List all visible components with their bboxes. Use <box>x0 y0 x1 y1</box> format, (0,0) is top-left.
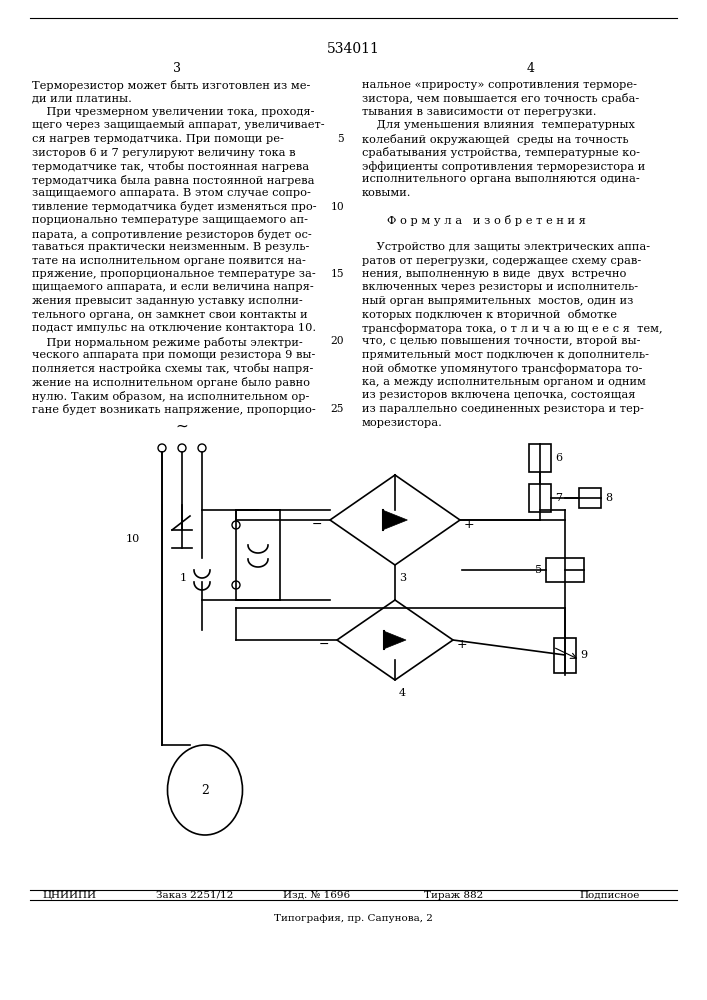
Bar <box>579 488 601 508</box>
Text: порционально температуре защищаемого ап-: порционально температуре защищаемого ап- <box>32 215 308 225</box>
Text: щищаемого аппарата, и если величина напря-: щищаемого аппарата, и если величина напр… <box>32 282 314 292</box>
Text: из резисторов включена цепочка, состоящая: из резисторов включена цепочка, состояща… <box>362 390 636 400</box>
Text: 20: 20 <box>330 336 344 347</box>
Text: ковыми.: ковыми. <box>362 188 411 198</box>
Text: парата, а сопротивление резисторов будет ос-: парата, а сопротивление резисторов будет… <box>32 229 312 239</box>
Text: нулю. Таким образом, на исполнительном ор-: нулю. Таким образом, на исполнительном о… <box>32 390 310 401</box>
Text: ка, а между исполнительным органом и одним: ка, а между исполнительным органом и одн… <box>362 377 646 387</box>
Text: нения, выполненную в виде  двух  встречно: нения, выполненную в виде двух встречно <box>362 269 626 279</box>
Text: ся нагрев термодатчика. При помощи ре-: ся нагрев термодатчика. При помощи ре- <box>32 134 284 144</box>
Text: защищаемого аппарата. В этом случае сопро-: защищаемого аппарата. В этом случае сопр… <box>32 188 311 198</box>
Text: 10: 10 <box>330 202 344 212</box>
Text: которых подключен к вторичной  обмотке: которых подключен к вторичной обмотке <box>362 310 617 320</box>
Text: морезистора.: морезистора. <box>362 418 443 428</box>
Text: 5: 5 <box>535 565 542 575</box>
Text: жение на исполнительном органе было равно: жение на исполнительном органе было равн… <box>32 377 310 388</box>
Text: ной обмотке упомянутого трансформатора то-: ной обмотке упомянутого трансформатора т… <box>362 363 643 374</box>
Text: срабатывания устройства, температурные ко-: срабатывания устройства, температурные к… <box>362 147 640 158</box>
Text: эффициенты сопротивления терморезистора и: эффициенты сопротивления терморезистора … <box>362 161 645 172</box>
Text: 6: 6 <box>555 453 562 463</box>
Text: +: + <box>457 638 467 650</box>
Text: Подписное: Подписное <box>580 890 640 900</box>
Text: Устройство для защиты электрических аппа-: Устройство для защиты электрических аппа… <box>362 242 650 252</box>
Text: термодатчике так, чтобы постоянная нагрева: термодатчике так, чтобы постоянная нагре… <box>32 161 309 172</box>
Text: ди или платины.: ди или платины. <box>32 94 132 104</box>
Text: 25: 25 <box>330 404 344 414</box>
Text: Типография, пр. Сапунова, 2: Типография, пр. Сапунова, 2 <box>274 914 433 923</box>
Bar <box>529 444 551 472</box>
Bar <box>554 638 576 672</box>
Text: тельного органа, он замкнет свои контакты и: тельного органа, он замкнет свои контакт… <box>32 310 308 320</box>
Text: 10: 10 <box>126 534 140 544</box>
Text: ~: ~ <box>175 419 188 434</box>
Text: 1: 1 <box>180 573 187 583</box>
Text: трансформатора тока, о т л и ч а ю щ е е с я  тем,: трансформатора тока, о т л и ч а ю щ е е… <box>362 323 662 334</box>
Text: колебаний окружающей  среды на точность: колебаний окружающей среды на точность <box>362 134 629 145</box>
Text: ратов от перегрузки, содержащее схему срав-: ратов от перегрузки, содержащее схему ср… <box>362 255 641 265</box>
Text: подаст импульс на отключение контактора 10.: подаст импульс на отключение контактора … <box>32 323 316 333</box>
Text: ный орган выпрямительных  мостов, один из: ный орган выпрямительных мостов, один из <box>362 296 633 306</box>
Polygon shape <box>382 510 407 530</box>
Text: тате на исполнительном органе появится на-: тате на исполнительном органе появится н… <box>32 255 306 265</box>
Text: 5: 5 <box>337 134 344 144</box>
Text: 8: 8 <box>605 493 612 503</box>
Text: нальное «приросту» сопротивления терморе-: нальное «приросту» сопротивления терморе… <box>362 80 637 90</box>
Text: тивление термодатчика будет изменяться про-: тивление термодатчика будет изменяться п… <box>32 202 317 213</box>
Text: −: − <box>318 638 329 650</box>
Text: ческого аппарата при помощи резистора 9 вы-: ческого аппарата при помощи резистора 9 … <box>32 350 315 360</box>
Text: исполнительного органа выполняются одина-: исполнительного органа выполняются одина… <box>362 174 640 184</box>
Text: Заказ 2251/12: Заказ 2251/12 <box>156 890 233 900</box>
Bar <box>546 558 584 582</box>
Text: Терморезистор может быть изготовлен из ме-: Терморезистор может быть изготовлен из м… <box>32 80 310 91</box>
Text: Для уменьшения влияния  температурных: Для уменьшения влияния температурных <box>362 120 635 130</box>
Text: зисторов 6 и 7 регулируют величину тока в: зисторов 6 и 7 регулируют величину тока … <box>32 147 296 157</box>
Polygon shape <box>384 631 406 649</box>
Text: включенных через резисторы и исполнитель-: включенных через резисторы и исполнитель… <box>362 282 638 292</box>
Text: Изд. № 1696: Изд. № 1696 <box>283 890 350 900</box>
Text: Ф о р м у л а   и з о б р е т е н и я: Ф о р м у л а и з о б р е т е н и я <box>387 215 586 226</box>
Text: При нормальном режиме работы электри-: При нормальном режиме работы электри- <box>32 336 303 348</box>
Text: 4: 4 <box>526 62 534 75</box>
Text: таваться практически неизменным. В резуль-: таваться практически неизменным. В резул… <box>32 242 310 252</box>
Text: щего через защищаемый аппарат, увеличивает-: щего через защищаемый аппарат, увеличива… <box>32 120 325 130</box>
Text: 534011: 534011 <box>327 42 380 56</box>
Text: из параллельно соединенных резистора и тер-: из параллельно соединенных резистора и т… <box>362 404 644 414</box>
Text: жения превысит заданную уставку исполни-: жения превысит заданную уставку исполни- <box>32 296 303 306</box>
Text: −: − <box>312 518 322 530</box>
Text: При чрезмерном увеличении тока, проходя-: При чрезмерном увеличении тока, проходя- <box>32 107 315 117</box>
Text: зистора, чем повышается его точность сраба-: зистора, чем повышается его точность сра… <box>362 94 639 104</box>
Text: прямительный мост подключен к дополнитель-: прямительный мост подключен к дополнител… <box>362 350 649 360</box>
Bar <box>529 484 551 512</box>
Text: 2: 2 <box>201 784 209 796</box>
Text: 7: 7 <box>555 493 562 503</box>
Text: 9: 9 <box>580 650 587 660</box>
Text: что, с целью повышения точности, второй вы-: что, с целью повышения точности, второй … <box>362 336 641 347</box>
Text: термодатчика была равна постоянной нагрева: термодатчика была равна постоянной нагре… <box>32 174 315 186</box>
Text: тывания в зависимости от перегрузки.: тывания в зависимости от перегрузки. <box>362 107 597 117</box>
Text: полняется настройка схемы так, чтобы напря-: полняется настройка схемы так, чтобы нап… <box>32 363 313 374</box>
Text: +: + <box>464 518 474 530</box>
Text: гане будет возникать напряжение, пропорцио-: гане будет возникать напряжение, пропорц… <box>32 404 316 415</box>
Text: ЦНИИПИ: ЦНИИПИ <box>42 890 96 900</box>
Text: 3: 3 <box>399 573 406 583</box>
Text: пряжение, пропорциональное температуре за-: пряжение, пропорциональное температуре з… <box>32 269 316 279</box>
Text: 15: 15 <box>330 269 344 279</box>
Text: Тираж 882: Тираж 882 <box>424 890 484 900</box>
Text: 3: 3 <box>173 62 181 75</box>
Text: 4: 4 <box>399 688 406 698</box>
